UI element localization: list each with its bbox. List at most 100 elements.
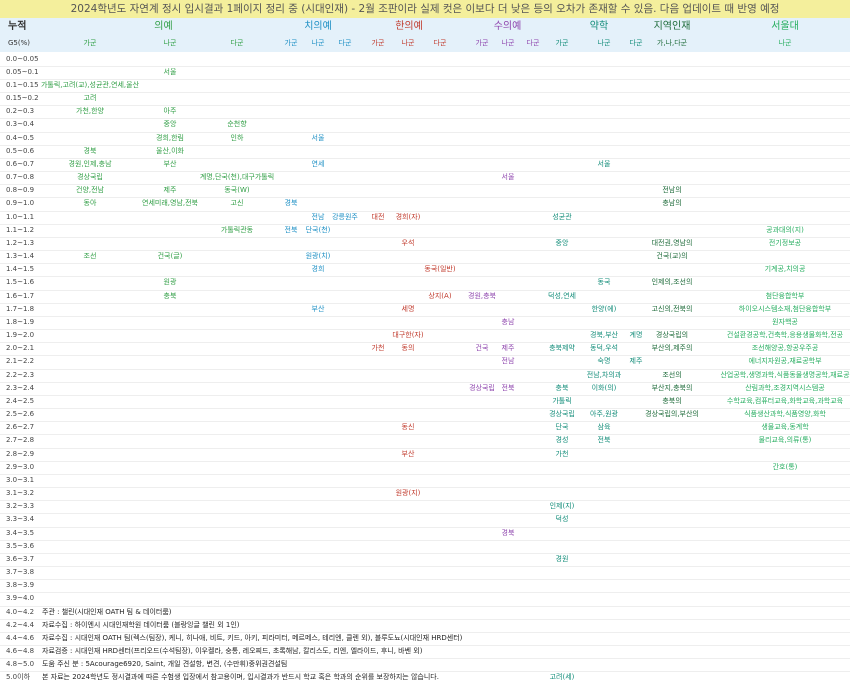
cell: 산림과학,조경지역시스템공 <box>745 383 825 392</box>
row-line <box>0 223 850 225</box>
cell: 조선해양공,항공우주공 <box>751 344 819 353</box>
cell: 연세 <box>311 159 325 168</box>
row-label: 3.3~3.4 <box>6 515 35 524</box>
cell: 경희 <box>311 265 325 274</box>
cell: 물리교육,의류(통) <box>758 436 812 445</box>
cell: 충북의 <box>662 396 682 405</box>
row-label: 0.4~0.5 <box>6 133 35 142</box>
row-label: 1.8~1.9 <box>6 317 35 326</box>
cell: 동아 <box>83 199 97 208</box>
cell: 계명,단국(천),대구가톨릭 <box>199 173 275 182</box>
row-line <box>0 408 850 409</box>
group-header: 지역인재 <box>653 21 691 32</box>
row-line <box>0 118 850 120</box>
sub-header: 다군 <box>526 39 540 47</box>
sub-header: 가군 <box>284 39 298 47</box>
cell: 경상국립의 <box>655 331 689 340</box>
title-bar <box>0 0 850 18</box>
cell: 전남 <box>311 212 325 221</box>
row-line <box>0 329 850 330</box>
row-label: 0.1~0.15 <box>6 80 39 89</box>
group-header: 치의예 <box>304 21 332 32</box>
row-line <box>0 513 850 515</box>
cell: 충남 <box>501 317 515 326</box>
cell: 고려(세) <box>549 673 575 682</box>
row-line <box>0 78 850 80</box>
row-label: 3.1~3.2 <box>6 489 35 498</box>
cell: 경희,한림 <box>156 133 184 142</box>
cell: 덕성 <box>555 515 569 524</box>
group-header: 서울대 <box>771 21 799 32</box>
row-label: 2.3~2.4 <box>6 383 35 392</box>
cell: 경희(자) <box>395 212 421 221</box>
cell: 생물교육,동계학 <box>761 423 809 432</box>
row-label: 2.7~2.8 <box>6 436 35 445</box>
row-label: 0.9~1.0 <box>6 199 35 208</box>
row-line <box>0 157 850 159</box>
cell: 강릉원주 <box>332 212 358 221</box>
cell: 기계공,치의공 <box>764 265 806 274</box>
sub-header: 나군 <box>597 39 611 47</box>
row-label: 3.5~3.6 <box>6 541 35 550</box>
cell: 경상국립 <box>549 410 575 419</box>
row-label: 5.0이하 <box>6 673 31 682</box>
cell: 중앙 <box>555 238 569 247</box>
cell: 전북 <box>284 225 298 234</box>
cell: 하이오시스템소재,첨단융합학부 <box>738 304 832 313</box>
cell: 경북 <box>501 528 515 537</box>
cell: 동의 <box>401 344 415 353</box>
cell: 울산,이화 <box>156 146 184 155</box>
row-line <box>0 658 850 660</box>
row-line <box>0 105 850 107</box>
cell: 충북 <box>555 383 569 392</box>
row-label: 3.0~3.1 <box>6 475 35 484</box>
cell: 상지(A) <box>428 291 452 300</box>
row-label: 1.0~1.1 <box>6 212 35 221</box>
row-line <box>0 487 850 488</box>
row-label: 4.8~5.0 <box>6 660 35 669</box>
cell: 제주 <box>501 344 515 353</box>
row-label: 0.15~0.2 <box>6 94 39 103</box>
row-line <box>0 566 850 567</box>
cell: 원자핵공 <box>772 317 798 326</box>
cell: 원광(치) <box>305 252 331 261</box>
cell: 첨단융합학부 <box>765 291 805 300</box>
row-label: 3.7~3.8 <box>6 568 35 577</box>
cell: 건양,전남 <box>76 186 104 195</box>
cell: 대전 <box>371 212 385 221</box>
note: 본 자료는 2024학년도 정시결과에 따른 수험생 입장에서 참고용이며, 입… <box>42 673 439 682</box>
cell: 경성 <box>555 436 569 445</box>
row-line <box>0 631 850 633</box>
cell: 동국 <box>597 278 611 287</box>
cell: 경원,충북 <box>468 291 496 300</box>
cell: 원광(지) <box>395 489 421 498</box>
cell: 전기정보공 <box>768 238 802 247</box>
row-label: 1.4~1.5 <box>6 265 35 274</box>
cell: 서울 <box>311 133 325 142</box>
row-line <box>0 92 850 93</box>
row-line <box>0 315 850 317</box>
row-line <box>0 289 850 291</box>
row-line <box>0 592 850 594</box>
cell: 전북 <box>501 383 515 392</box>
row-line <box>0 276 850 278</box>
cell: 전남,차의과 <box>586 370 622 379</box>
row-line <box>0 552 850 554</box>
cell: 삼육 <box>597 423 611 432</box>
cell: 이화(의) <box>591 383 617 392</box>
row-line <box>0 421 850 423</box>
row-line <box>0 184 850 186</box>
cell: 가천 <box>555 449 569 458</box>
row-line <box>0 460 850 462</box>
row-label: 3.8~3.9 <box>6 581 35 590</box>
cell: 부산 <box>163 159 177 168</box>
cell: 충북 <box>163 291 177 300</box>
cell: 충남의 <box>662 199 682 208</box>
cell: 계명 <box>629 331 643 340</box>
cell: 동신 <box>401 423 415 432</box>
corner-label: 누적 <box>8 21 27 32</box>
row-line <box>0 618 850 620</box>
sub-header: 나군 <box>311 39 325 47</box>
group-header: 한의예 <box>395 21 423 32</box>
